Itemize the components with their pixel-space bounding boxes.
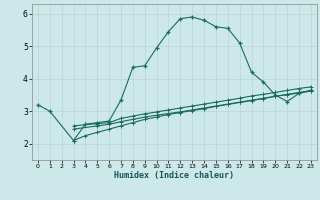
X-axis label: Humidex (Indice chaleur): Humidex (Indice chaleur): [115, 171, 234, 180]
